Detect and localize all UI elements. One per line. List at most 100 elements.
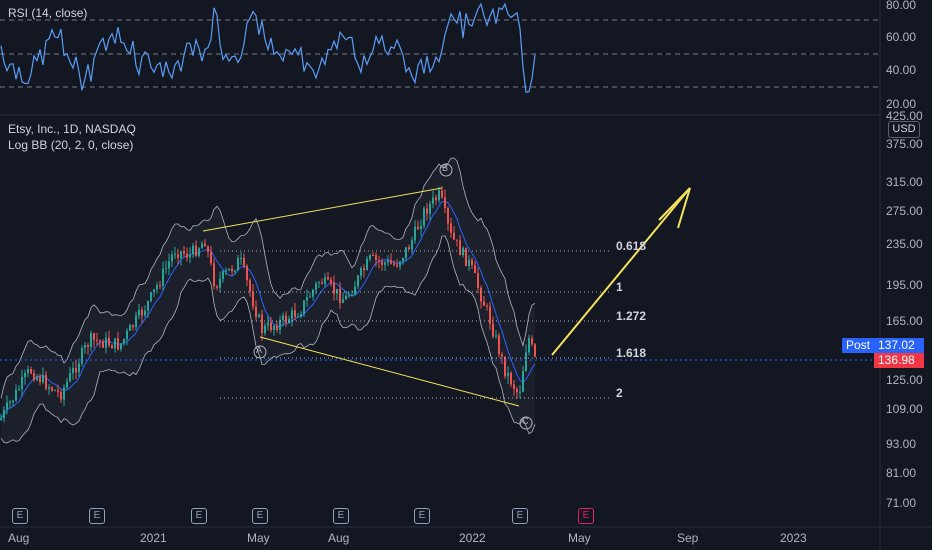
price-axis-109: 109.00 — [886, 402, 923, 416]
fib-label-0618: 0.618 — [616, 239, 647, 253]
candle-body — [483, 301, 485, 306]
indicator-title[interactable]: Log BB (20, 2, 0, close) — [8, 138, 134, 152]
earnings-icon[interactable]: E — [512, 508, 528, 524]
candle-body — [411, 240, 413, 250]
candle-body — [75, 367, 77, 373]
candle-body — [159, 285, 161, 287]
candle-body — [234, 270, 236, 272]
candle-body — [420, 225, 422, 230]
candle-body — [138, 309, 140, 316]
candle-body — [99, 340, 101, 342]
candle-body — [510, 372, 512, 385]
candle-body — [21, 377, 23, 390]
candle-body — [294, 310, 296, 317]
bollinger-bands — [0, 157, 536, 444]
candle-body — [456, 239, 458, 241]
projection-arrow-head — [658, 187, 691, 229]
candle-body — [321, 282, 323, 284]
candle-body — [501, 354, 503, 357]
candle-body — [174, 254, 176, 256]
candle-body — [462, 247, 464, 256]
candle-body — [405, 247, 407, 258]
price-axis-315: 315.00 — [886, 175, 923, 189]
candle-body — [69, 372, 71, 382]
candle-body — [222, 271, 224, 279]
candle-body — [141, 309, 143, 316]
candle-body — [525, 352, 527, 371]
candle-body — [216, 286, 218, 288]
candle-body — [102, 341, 104, 348]
price-axis-81: 81.00 — [886, 466, 917, 480]
candle-body — [387, 260, 389, 263]
candle-body — [396, 264, 398, 267]
candle-body — [72, 367, 74, 373]
candle-body — [348, 295, 350, 297]
candlesticks — [0, 186, 536, 423]
bb-lower — [0, 235, 536, 444]
candle-body — [165, 267, 167, 269]
price-axis-375: 375.00 — [886, 137, 923, 151]
candle-body — [168, 261, 170, 268]
candle-body — [0, 418, 2, 420]
candle-body — [162, 268, 164, 286]
price-axis-425: 425.00 — [886, 109, 923, 123]
candle-body — [252, 291, 254, 307]
candle-body — [486, 305, 488, 307]
chart-title[interactable]: Etsy, Inc., 1D, NASDAQ — [8, 122, 136, 136]
candle-body — [135, 315, 137, 328]
earnings-icon[interactable]: E — [333, 508, 349, 524]
wave-b-circle — [439, 163, 453, 177]
candle-body — [195, 245, 197, 256]
currency-button[interactable]: USD — [888, 121, 920, 138]
rsi-title[interactable]: RSI (14, close) — [8, 6, 88, 20]
candle-body — [507, 372, 509, 377]
earnings-icon-upcoming[interactable]: E — [578, 508, 594, 524]
earnings-icon[interactable]: E — [191, 508, 207, 524]
candle-body — [393, 263, 395, 265]
candle-body — [255, 306, 257, 318]
candle-body — [261, 314, 263, 334]
candle-body — [366, 259, 368, 271]
candle-body — [297, 316, 299, 318]
candle-body — [459, 240, 461, 256]
earnings-icon[interactable]: E — [89, 508, 105, 524]
candle-body — [339, 288, 341, 303]
time-axis-aug-2020: Aug — [8, 531, 30, 545]
trendline-bottom — [259, 336, 520, 407]
candle-body — [117, 338, 119, 350]
candle-body — [435, 197, 437, 201]
trendline-top — [202, 187, 443, 232]
candle-body — [528, 338, 530, 353]
earnings-icon[interactable]: E — [414, 508, 430, 524]
candle-body — [453, 232, 455, 240]
candle-body — [372, 255, 374, 257]
post-tag: Post — [842, 338, 880, 353]
candle-body — [426, 208, 428, 214]
candle-body — [402, 257, 404, 262]
rsi-line — [0, 2, 536, 94]
candle-body — [300, 313, 302, 317]
candle-body — [477, 273, 479, 288]
candle-body — [120, 343, 122, 350]
candle-body — [48, 387, 50, 389]
candle-body — [12, 400, 14, 403]
candle-body — [87, 345, 89, 347]
candle-body — [519, 391, 521, 393]
candle-body — [279, 319, 281, 330]
candle-body — [399, 261, 401, 267]
price-axis-195: 195.00 — [886, 278, 923, 292]
rsi-axis-60: 60.00 — [886, 30, 917, 44]
candle-body — [360, 268, 362, 276]
candle-body — [114, 338, 116, 349]
candle-body — [66, 381, 68, 388]
candle-body — [318, 282, 320, 284]
candle-body — [276, 325, 278, 330]
candle-body — [33, 373, 35, 381]
earnings-icon[interactable]: E — [252, 508, 268, 524]
candle-body — [96, 339, 98, 341]
candle-body — [240, 257, 242, 259]
candle-body — [18, 389, 20, 391]
earnings-icon[interactable]: E — [12, 508, 28, 524]
candle-body — [51, 387, 53, 391]
